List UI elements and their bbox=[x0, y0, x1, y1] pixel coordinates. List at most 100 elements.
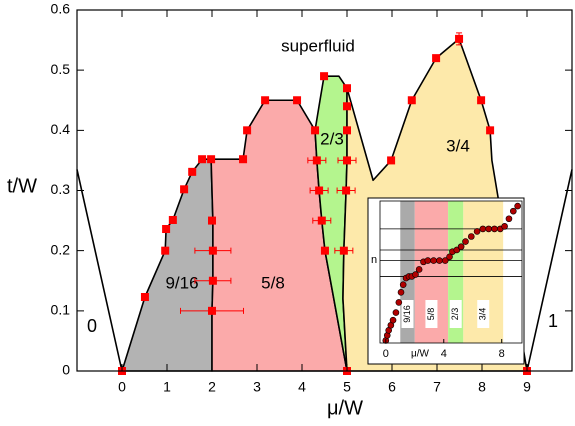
annotation: 1 bbox=[548, 311, 558, 331]
x-tick-label: 1 bbox=[163, 379, 171, 395]
inset-point bbox=[436, 257, 443, 264]
y-tick-label: 0.6 bbox=[51, 1, 71, 17]
y-tick-label: 0.3 bbox=[51, 181, 71, 197]
data-point bbox=[339, 246, 348, 255]
inset-point bbox=[399, 281, 407, 288]
region-label: 2/3 bbox=[320, 129, 344, 148]
data-point bbox=[188, 167, 197, 176]
inset-point bbox=[462, 238, 469, 245]
y-tick-label: 0.4 bbox=[51, 121, 71, 137]
data-point bbox=[261, 96, 270, 105]
annotation: superfluid bbox=[281, 36, 355, 55]
data-point bbox=[317, 216, 326, 225]
inset-point bbox=[491, 225, 498, 233]
inset-band-label: 2/3 bbox=[450, 308, 460, 321]
inset-point bbox=[395, 299, 403, 306]
inset-band-label-bg bbox=[425, 300, 438, 328]
inset-y-label: n bbox=[371, 254, 377, 266]
boundary-line bbox=[76, 169, 123, 372]
data-point bbox=[486, 126, 495, 135]
data-point bbox=[208, 276, 217, 285]
y-tick-label: 0 bbox=[62, 362, 70, 378]
inset-point bbox=[446, 253, 453, 261]
inset-point bbox=[510, 207, 517, 215]
x-tick-label: 5 bbox=[343, 379, 351, 395]
data-point bbox=[342, 186, 351, 195]
data-point bbox=[207, 155, 216, 164]
inset-point bbox=[397, 288, 405, 296]
inset-point bbox=[424, 257, 432, 264]
data-point bbox=[477, 96, 486, 105]
data-point bbox=[208, 246, 217, 255]
data-point bbox=[343, 84, 351, 93]
x-tick-label: 4 bbox=[298, 379, 306, 395]
inset-point bbox=[473, 228, 481, 235]
data-point bbox=[315, 186, 324, 195]
data-point bbox=[343, 126, 351, 135]
data-point bbox=[343, 102, 351, 111]
inset-point bbox=[467, 233, 475, 240]
data-point bbox=[343, 156, 351, 165]
region-label: 9/16 bbox=[165, 273, 198, 292]
y-tick-label: 0.5 bbox=[51, 61, 71, 77]
data-point bbox=[140, 292, 149, 301]
x-tick-label: 2 bbox=[208, 379, 216, 395]
inset-plot-frame bbox=[379, 200, 523, 344]
data-point bbox=[243, 126, 252, 135]
data-point bbox=[293, 96, 302, 105]
x-tick-label: 3 bbox=[253, 379, 261, 395]
inset-x-tick-label: 0 bbox=[383, 348, 389, 360]
data-point bbox=[311, 126, 320, 135]
region-label: 3/4 bbox=[446, 136, 470, 155]
x-tick-label: 0 bbox=[118, 379, 126, 395]
x-tick-label: 8 bbox=[478, 379, 486, 395]
y-tick-label: 0.2 bbox=[51, 241, 71, 257]
y-axis-label: t/W bbox=[7, 175, 37, 197]
inset-point bbox=[441, 257, 449, 264]
phase-region bbox=[121, 158, 214, 372]
x-axis-label: μ/W bbox=[327, 397, 363, 419]
data-point bbox=[432, 54, 441, 63]
inset-point bbox=[415, 266, 423, 273]
inset-point bbox=[453, 246, 461, 254]
data-point bbox=[208, 306, 216, 315]
inset-point bbox=[479, 225, 487, 233]
data-point bbox=[312, 156, 321, 165]
inset-point bbox=[485, 225, 492, 233]
data-point bbox=[320, 72, 329, 81]
region-label: 5/8 bbox=[261, 273, 285, 292]
data-point bbox=[208, 216, 216, 225]
data-point bbox=[161, 246, 170, 255]
data-point bbox=[455, 34, 464, 43]
data-point bbox=[198, 155, 207, 164]
inset-band-label: 5/8 bbox=[426, 308, 436, 321]
inset-band-label-bg bbox=[401, 300, 414, 328]
inset-band-label-bg bbox=[449, 300, 462, 328]
inset-point bbox=[501, 223, 508, 230]
inset-x-label: μ/W bbox=[411, 349, 430, 360]
y-tick-label: 0.1 bbox=[51, 302, 71, 318]
inset-point bbox=[514, 202, 521, 210]
annotation: 0 bbox=[87, 316, 97, 336]
inset-band-label-bg bbox=[477, 300, 490, 328]
data-point bbox=[407, 96, 416, 105]
data-point bbox=[168, 215, 177, 224]
data-point bbox=[320, 246, 329, 255]
inset-band-label: 3/4 bbox=[478, 308, 488, 321]
inset-point bbox=[505, 215, 513, 223]
boundary-line bbox=[526, 169, 573, 372]
inset-band-label: 9/16 bbox=[402, 305, 412, 323]
x-tick-label: 6 bbox=[388, 379, 396, 395]
inset-point bbox=[389, 316, 397, 324]
inset-point bbox=[412, 271, 419, 278]
x-tick-label: 9 bbox=[523, 379, 531, 395]
data-point bbox=[180, 185, 189, 194]
x-tick-label: 7 bbox=[433, 379, 441, 395]
data-point bbox=[162, 225, 171, 234]
inset-point bbox=[392, 309, 400, 316]
inset-x-tick-label: 4 bbox=[441, 348, 447, 360]
data-point bbox=[387, 156, 396, 165]
inset-point bbox=[457, 243, 465, 250]
